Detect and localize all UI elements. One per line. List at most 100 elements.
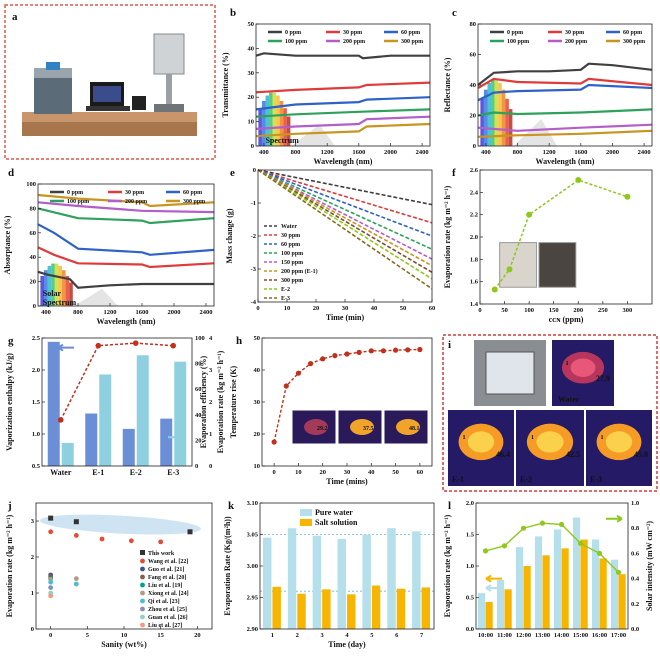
panel-h-label: h — [236, 335, 242, 347]
spectrum-band — [276, 95, 280, 146]
series-line — [257, 169, 433, 260]
x-tick-label: 300 — [623, 307, 633, 314]
legend-label: 200 ppm — [125, 199, 147, 205]
y-tick-label: -2 — [251, 233, 256, 240]
panel-i-label: i — [448, 339, 451, 351]
y3-axis-label: Evaporation efficiency (%) — [199, 355, 208, 448]
thermal-label: E-1 — [452, 475, 464, 484]
series-line — [37, 270, 214, 289]
y-tick-label: 2.95 — [247, 595, 259, 602]
legend-label: Guan et al. [26] — [148, 615, 188, 621]
data-point — [624, 193, 631, 200]
x-axis-label: Time (mins) — [326, 477, 368, 486]
data-point — [332, 353, 338, 359]
series-line — [477, 77, 653, 89]
legend-label: 300 ppm — [183, 199, 205, 205]
spectrum-band — [505, 98, 509, 146]
x-tick-label: 2400 — [416, 149, 429, 156]
legend-swatch — [140, 614, 145, 620]
y-tick-label: 20 — [254, 431, 261, 438]
bar — [599, 558, 607, 629]
enthalpy-bar — [122, 428, 135, 466]
y2-tick-label: 0.6 — [631, 550, 640, 557]
spectrum-band — [508, 109, 513, 146]
series-line — [255, 96, 431, 111]
y3-tick-label: 0 — [195, 463, 198, 470]
series-line — [255, 52, 430, 60]
legend-label: Liu et al. [19] — [148, 583, 182, 589]
series-line — [477, 123, 653, 132]
y3-tick-label: 80 — [195, 361, 202, 368]
y-tick-label: 0.5 — [466, 595, 475, 602]
x-tick-label: 1600 — [136, 309, 149, 316]
plot-frame — [37, 183, 215, 307]
y-tick-label: 10 — [248, 119, 255, 126]
thermal-temp: 45.0 — [634, 450, 648, 459]
x-tick-label: 40 — [371, 305, 378, 312]
x-tick-label: 14:00 — [554, 632, 569, 639]
panel-e-label: e — [230, 167, 235, 179]
legend-label: 60 ppm — [281, 242, 300, 248]
legend-label: 200 ppm — [343, 39, 365, 45]
y-tick-label: 2.0 — [466, 500, 474, 507]
x-tick-label: 40 — [368, 469, 375, 476]
x-tick-label: 1200 — [321, 149, 334, 156]
spectrum-band — [286, 116, 291, 146]
legend-label: Fang et al. [20] — [148, 575, 186, 581]
laptop-display — [93, 86, 121, 102]
series-line — [477, 108, 653, 117]
legend-label: Salt solution — [315, 518, 358, 527]
x-tick-label: 2000 — [384, 149, 397, 156]
bar — [561, 548, 569, 629]
this-work-point — [187, 529, 193, 535]
legend-label: 60 ppm — [623, 30, 642, 36]
x-tick-label: 200 — [573, 307, 583, 314]
bar — [572, 517, 581, 629]
solar-line — [485, 522, 619, 573]
legend-label: 0 ppm — [285, 30, 301, 36]
marker-number: 1 — [463, 435, 466, 441]
spectrum-band — [44, 270, 48, 306]
data-point — [380, 348, 387, 354]
data-point — [368, 348, 374, 354]
enthalpy-bar — [160, 418, 173, 466]
data-point — [295, 370, 302, 376]
legend-label: 100 ppm — [67, 199, 89, 205]
thermal-label: E-2 — [520, 475, 532, 484]
y-tick-label: 60 — [470, 52, 477, 59]
data-point — [405, 347, 411, 353]
y-tick-label: 0 — [253, 167, 256, 174]
x-tick-label: 20 — [313, 305, 320, 312]
solar-point — [482, 548, 489, 554]
chart-c: c 400 800 1200 1600 2000 2400 0 20 40 60 80 Wavelen… — [443, 7, 653, 166]
solar-label-1: Solar — [43, 289, 62, 298]
panel-h: h 29.2 37.5 48.1 0 10 20 30 40 50 60 10 20 30 40 50 Tim… — [226, 330, 440, 495]
bar — [371, 585, 381, 629]
series-line — [37, 246, 215, 269]
x-axis-label: Sanity (wt%) — [101, 640, 147, 649]
legend-label: 150 ppm — [281, 260, 303, 266]
rate-bar — [99, 374, 112, 466]
data-point — [320, 356, 326, 362]
y-tick-label: -4 — [251, 299, 257, 306]
y-tick-label: 40 — [248, 45, 255, 52]
rate-bar — [174, 361, 187, 466]
x-tick-label: 10 — [284, 305, 291, 312]
y-tick-label: 0 — [31, 626, 34, 633]
legend-swatch — [140, 550, 145, 555]
data-point — [526, 211, 533, 218]
y-tick-label: 2.4 — [470, 189, 479, 196]
blue-module — [46, 62, 60, 70]
x-tick-label: 10:00 — [478, 632, 493, 639]
reference-point — [48, 593, 54, 599]
solar-point — [596, 550, 603, 556]
y-tick-label: 50 — [248, 21, 255, 28]
panel-d-label: d — [8, 167, 14, 179]
thermal-temp: 37.5 — [363, 426, 374, 432]
x-tick-label: 2 — [296, 632, 299, 639]
x-tick-label: 60 — [417, 469, 424, 476]
y2-axis-label: Evaporation rate (kg m⁻² h⁻¹) — [216, 350, 225, 453]
chart-b: b Spectrum 400 800 1200 1600 2000 2400 0 10 20 30 4… — [221, 7, 431, 166]
spectrum-band — [40, 275, 44, 306]
y-axis-label: Absorptance (%) — [3, 215, 12, 274]
